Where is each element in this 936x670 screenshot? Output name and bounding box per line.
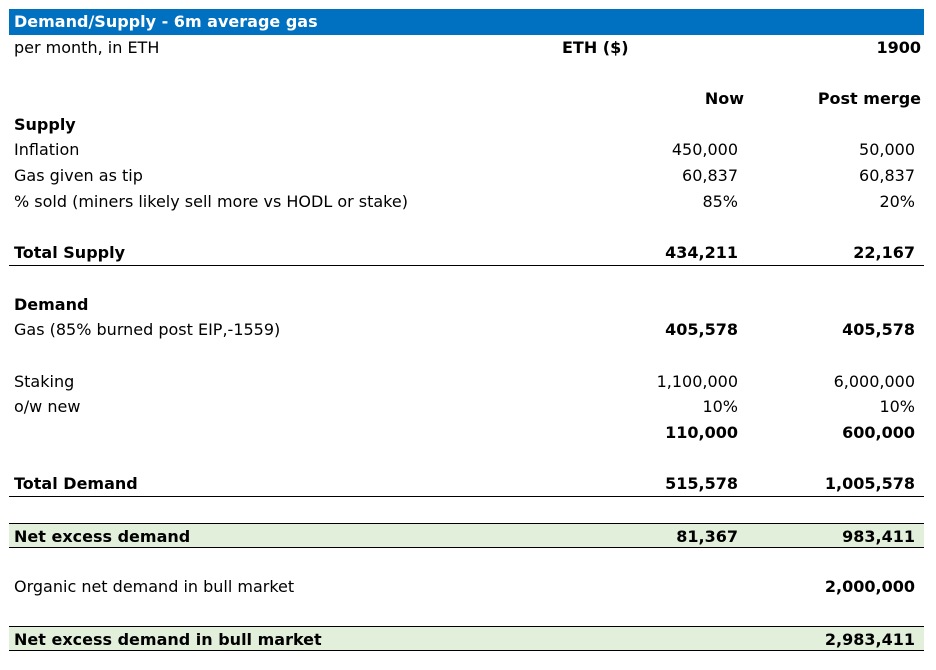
blank-row [9,548,924,574]
supply-heading: Supply [14,114,76,134]
sheet-title: Demand/Supply - 6m average gas [14,12,318,31]
title-bar: Demand/Supply - 6m average gas [9,9,924,35]
net-excess-demand-bull-label: Net excess demand in bull market [14,629,322,649]
eth-price-label: ETH ($) [562,37,629,57]
value-now: 10% [702,397,738,417]
total-demand-post-merge: 1,005,578 [824,474,915,494]
units-label: per month, in ETH [14,37,160,57]
net-excess-demand-row: Net excess demand 81,367 983,411 [9,522,924,549]
row-label: o/w new [14,397,81,417]
net-excess-demand-label: Net excess demand [14,526,191,546]
blank-row [9,343,924,369]
row-label: Staking [14,371,75,391]
net-excess-demand-post-merge: 983,411 [842,526,915,546]
blank-row [9,446,924,472]
table-row: Inflation 450,000 50,000 [9,137,924,163]
value-post-merge: 50,000 [859,140,915,160]
total-demand-row: Total Demand 515,578 1,005,578 [9,471,924,498]
value-now: 85% [702,191,738,211]
blank-row [9,600,924,626]
net-excess-demand-now: 81,367 [676,526,738,546]
row-label: % sold (miners likely sell more vs HODL … [14,191,408,211]
supply-heading-row: Supply [9,112,924,138]
total-supply-post-merge: 22,167 [853,243,915,263]
value-post-merge: 405,578 [842,320,915,340]
column-header-post-merge: Post merge [817,89,921,109]
net-excess-demand-bull-row: Net excess demand in bull market 2,983,4… [9,625,924,652]
eth-price-value: 1900 [876,37,921,57]
total-supply-now: 434,211 [665,243,738,263]
table-row: % sold (miners likely sell more vs HODL … [9,189,924,215]
organic-demand-row: Organic net demand in bull market 2,000,… [9,574,924,600]
total-supply-row: Total Supply 434,211 22,167 [9,240,924,266]
organic-demand-post-merge: 2,000,000 [824,577,915,597]
net-excess-demand-bull-post-merge: 2,983,411 [824,629,915,649]
value-now: 405,578 [665,320,738,340]
value-post-merge: 60,837 [859,166,915,186]
demand-heading: Demand [14,294,89,314]
row-label: Gas given as tip [14,166,143,186]
value-post-merge: 6,000,000 [833,371,915,391]
row-label: Gas (85% burned post EIP,-1559) [14,320,281,340]
table-row: Staking 1,100,000 6,000,000 [9,369,924,395]
table-row: 110,000 600,000 [9,420,924,446]
total-supply-label: Total Supply [14,243,126,263]
demand-heading-row: Demand [9,292,924,318]
blank-row [9,60,924,86]
blank-row [9,497,924,523]
value-now: 1,100,000 [656,371,738,391]
total-demand-label: Total Demand [14,474,138,494]
value-post-merge: 20% [879,191,915,211]
organic-demand-label: Organic net demand in bull market [14,577,295,597]
subheader-row: per month, in ETH ETH ($) 1900 [9,35,924,61]
value-now: 60,837 [682,166,738,186]
table-row: Gas given as tip 60,837 60,837 [9,163,924,189]
blank-row [9,215,924,241]
column-header-now: Now [704,89,744,109]
column-header-row: Now Post merge [9,86,924,112]
spreadsheet: Demand/Supply - 6m average gas per month… [9,9,924,652]
row-label: Inflation [14,140,80,160]
value-post-merge: 10% [879,397,915,417]
table-row: Gas (85% burned post EIP,-1559) 405,578 … [9,317,924,343]
value-post-merge: 600,000 [842,423,915,442]
blank-row [9,266,924,292]
value-now: 110,000 [665,423,738,442]
total-demand-now: 515,578 [665,474,738,494]
table-row: o/w new 10% 10% [9,394,924,420]
value-now: 450,000 [671,140,738,160]
